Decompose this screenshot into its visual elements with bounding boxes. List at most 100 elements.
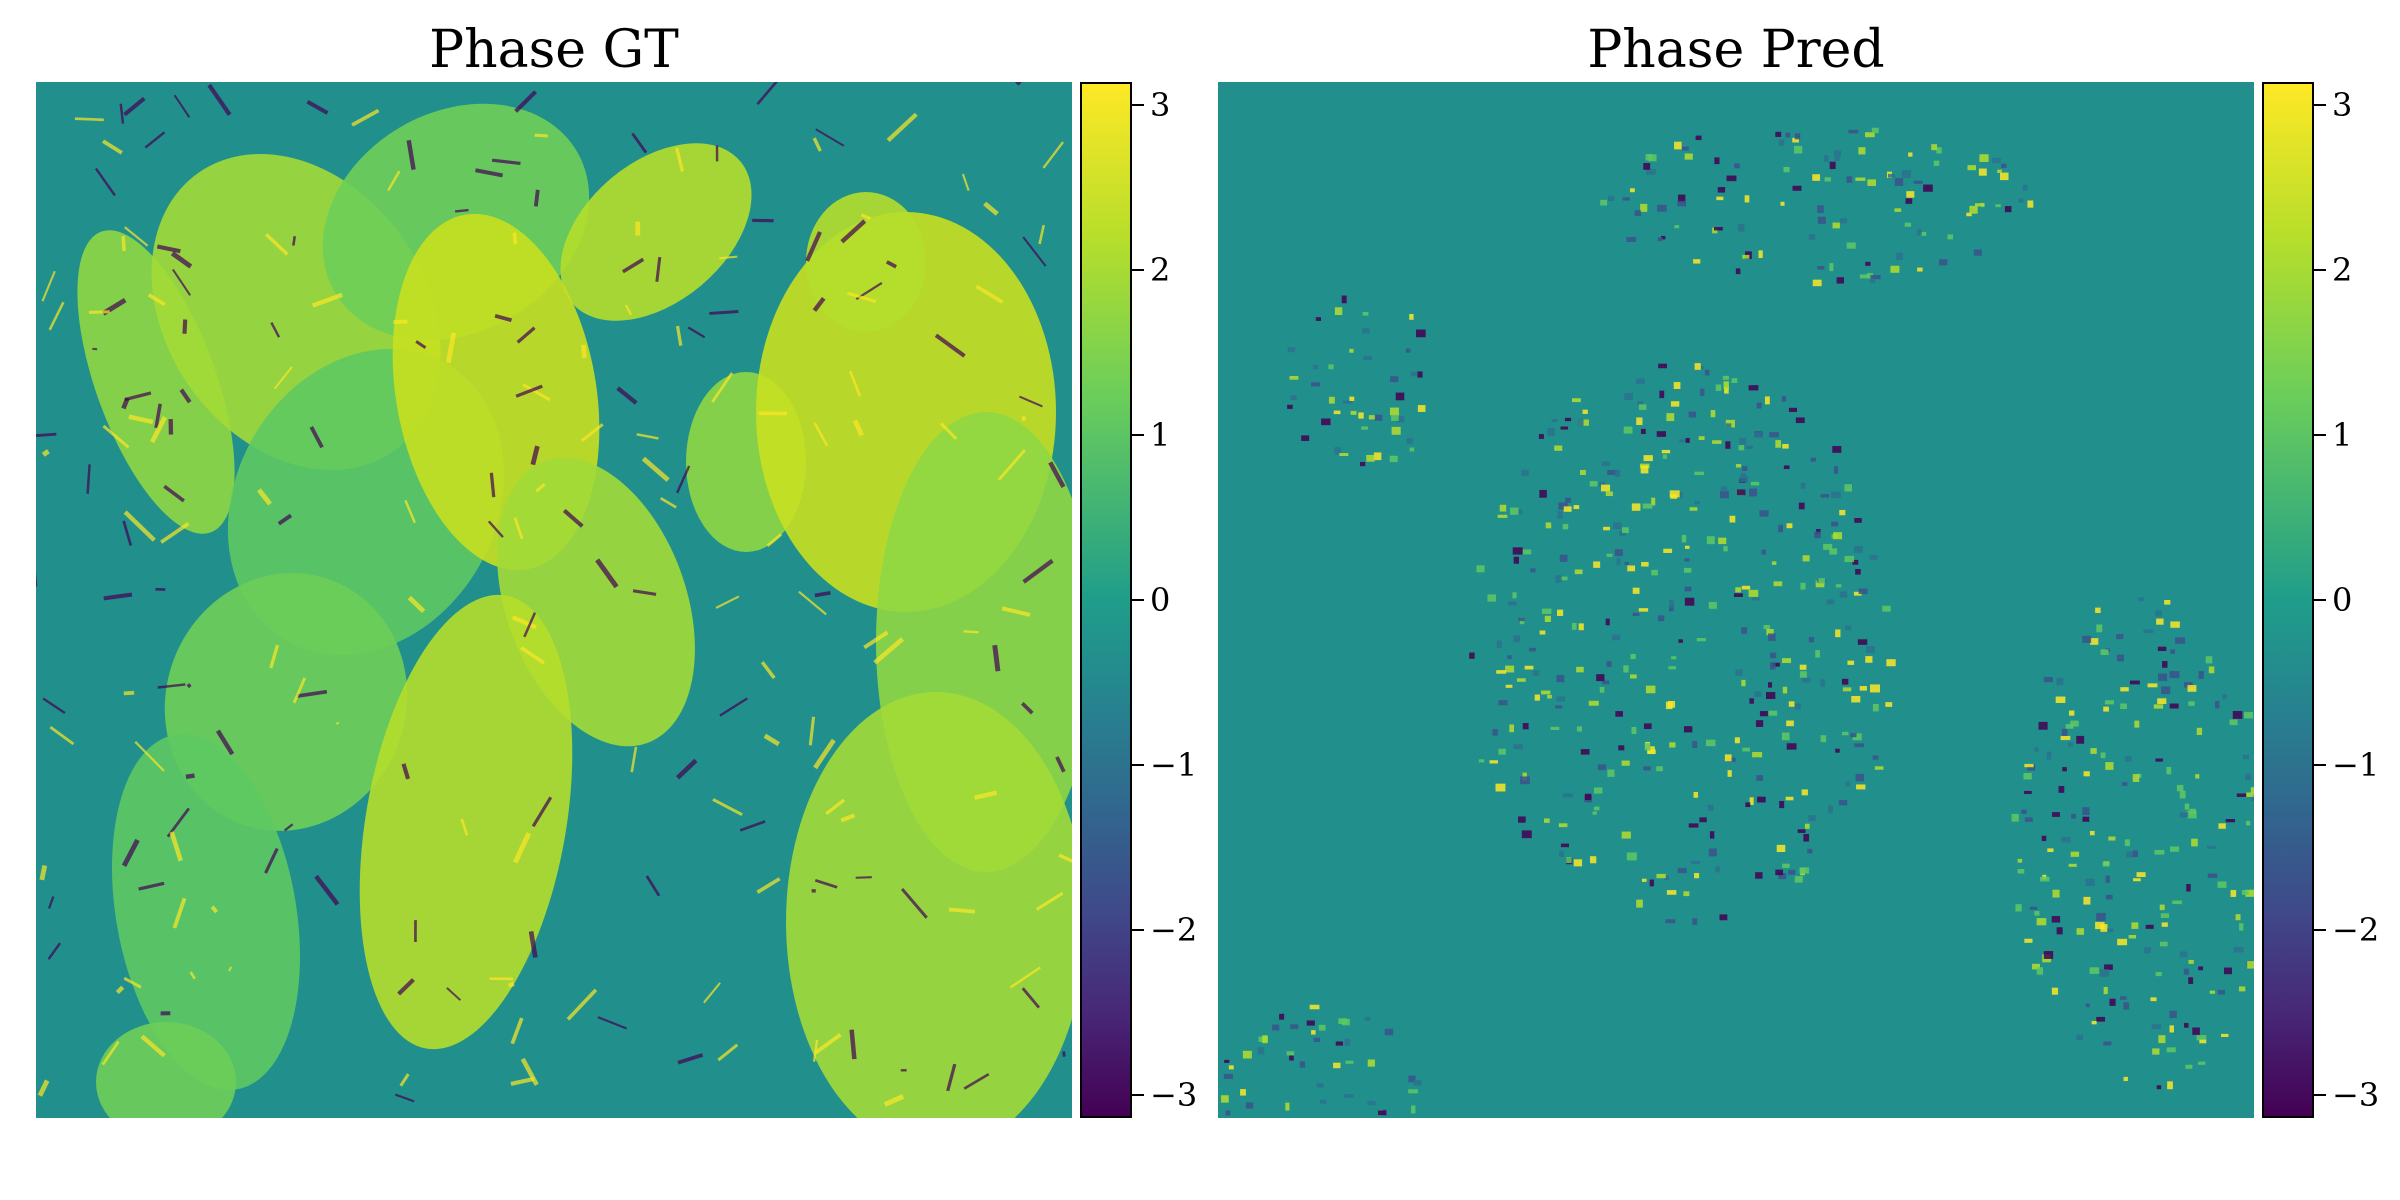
phase-streak: [709, 310, 739, 315]
phase-streak: [848, 370, 862, 397]
speckle: [1539, 489, 1547, 498]
speckle: [1645, 154, 1653, 161]
speckle: [1636, 378, 1646, 384]
speckle: [2233, 947, 2244, 953]
speckle: [1659, 390, 1665, 399]
speckle: [2024, 790, 2032, 795]
speckle: [2004, 206, 2012, 213]
speckle: [1720, 486, 1728, 493]
speckle: [1677, 200, 1686, 207]
phase-streak: [311, 292, 343, 308]
speckle: [2169, 703, 2179, 709]
speckle: [1684, 558, 1690, 562]
speckle: [1578, 623, 1584, 631]
speckle: [1812, 279, 1822, 287]
speckle: [1801, 677, 1811, 683]
speckle: [2207, 873, 2218, 878]
speckle: [1741, 466, 1748, 472]
speckle: [1543, 818, 1550, 823]
speckle: [1649, 879, 1654, 887]
speckle: [1656, 873, 1666, 879]
phase-streak: [739, 820, 766, 832]
speckle: [2011, 813, 2019, 822]
speckle: [1742, 254, 1750, 259]
phase-streak: [814, 1032, 842, 1055]
speckle: [1745, 802, 1751, 808]
phase-streak: [523, 612, 537, 638]
speckle: [1507, 601, 1517, 606]
speckle: [2027, 200, 2034, 208]
phase-streak: [102, 139, 123, 155]
speckle: [1938, 259, 1948, 266]
speckle: [1835, 584, 1842, 588]
speckle: [1844, 484, 1853, 492]
speckle: [1497, 514, 1508, 518]
speckle: [1262, 1035, 1268, 1044]
speckle: [1832, 446, 1842, 453]
phase-streak: [123, 510, 156, 542]
speckle: [1759, 510, 1769, 517]
speckle: [1656, 431, 1667, 437]
speckle: [1408, 1089, 1418, 1094]
colorbar-tick: [1132, 928, 1144, 931]
speckle: [1975, 203, 1985, 207]
speckle: [1618, 745, 1625, 751]
speckle: [1752, 752, 1763, 758]
speckle: [1640, 203, 1648, 212]
speckle: [1731, 378, 1738, 383]
phase-streak: [852, 419, 864, 437]
speckle: [1869, 555, 1878, 560]
speckle: [2015, 904, 2022, 912]
colorbar-tick: [1132, 104, 1144, 107]
speckle: [2205, 656, 2213, 664]
phase-streak: [825, 798, 846, 816]
speckle: [1814, 531, 1821, 539]
speckle: [1513, 635, 1520, 643]
speckle: [1558, 502, 1568, 510]
speckle: [1272, 1024, 1280, 1031]
speckle: [1824, 177, 1831, 182]
phase-streak: [992, 644, 1001, 672]
speckle: [1722, 375, 1729, 380]
speckle: [1842, 687, 1852, 692]
speckle: [1564, 417, 1572, 422]
speckle: [2089, 830, 2095, 836]
speckle: [2103, 706, 2109, 712]
colorbar-tick-label: 2: [1150, 251, 1171, 290]
speckle: [1316, 1082, 1324, 1088]
speckle: [2024, 817, 2033, 822]
phase-streak: [207, 83, 232, 116]
speckle: [1289, 1055, 1294, 1061]
speckle: [2104, 964, 2113, 970]
speckle: [1641, 561, 1649, 567]
speckle: [1584, 793, 1592, 801]
speckle: [1538, 434, 1544, 439]
speckle: [1622, 527, 1629, 534]
speckle: [2143, 629, 2154, 634]
speckle: [2161, 686, 2171, 695]
phase-streak: [813, 738, 836, 770]
colorbar-phase-gt: [1080, 82, 1132, 1118]
speckle: [2124, 839, 2130, 847]
speckle: [1933, 160, 1940, 166]
speckle: [1666, 413, 1675, 422]
speckle: [1735, 464, 1742, 468]
speckle: [2154, 850, 2165, 855]
speckle: [1782, 444, 1789, 449]
phase-streak: [616, 386, 638, 405]
speckle: [1768, 633, 1776, 641]
phase-streak: [846, 291, 877, 304]
speckle: [2250, 797, 2254, 802]
colorbar-tick: [1132, 434, 1144, 437]
speckle: [1786, 720, 1794, 727]
speckle: [1808, 815, 1816, 822]
speckle: [2120, 687, 2129, 692]
phase-streak: [1042, 141, 1064, 169]
speckle: [2225, 818, 2236, 823]
speckle: [1611, 634, 1621, 641]
phase-streak: [711, 372, 734, 403]
phase-streak: [399, 1073, 410, 1087]
speckle: [1830, 491, 1841, 499]
speckle: [1285, 1102, 1290, 1111]
speckle: [1735, 268, 1741, 275]
